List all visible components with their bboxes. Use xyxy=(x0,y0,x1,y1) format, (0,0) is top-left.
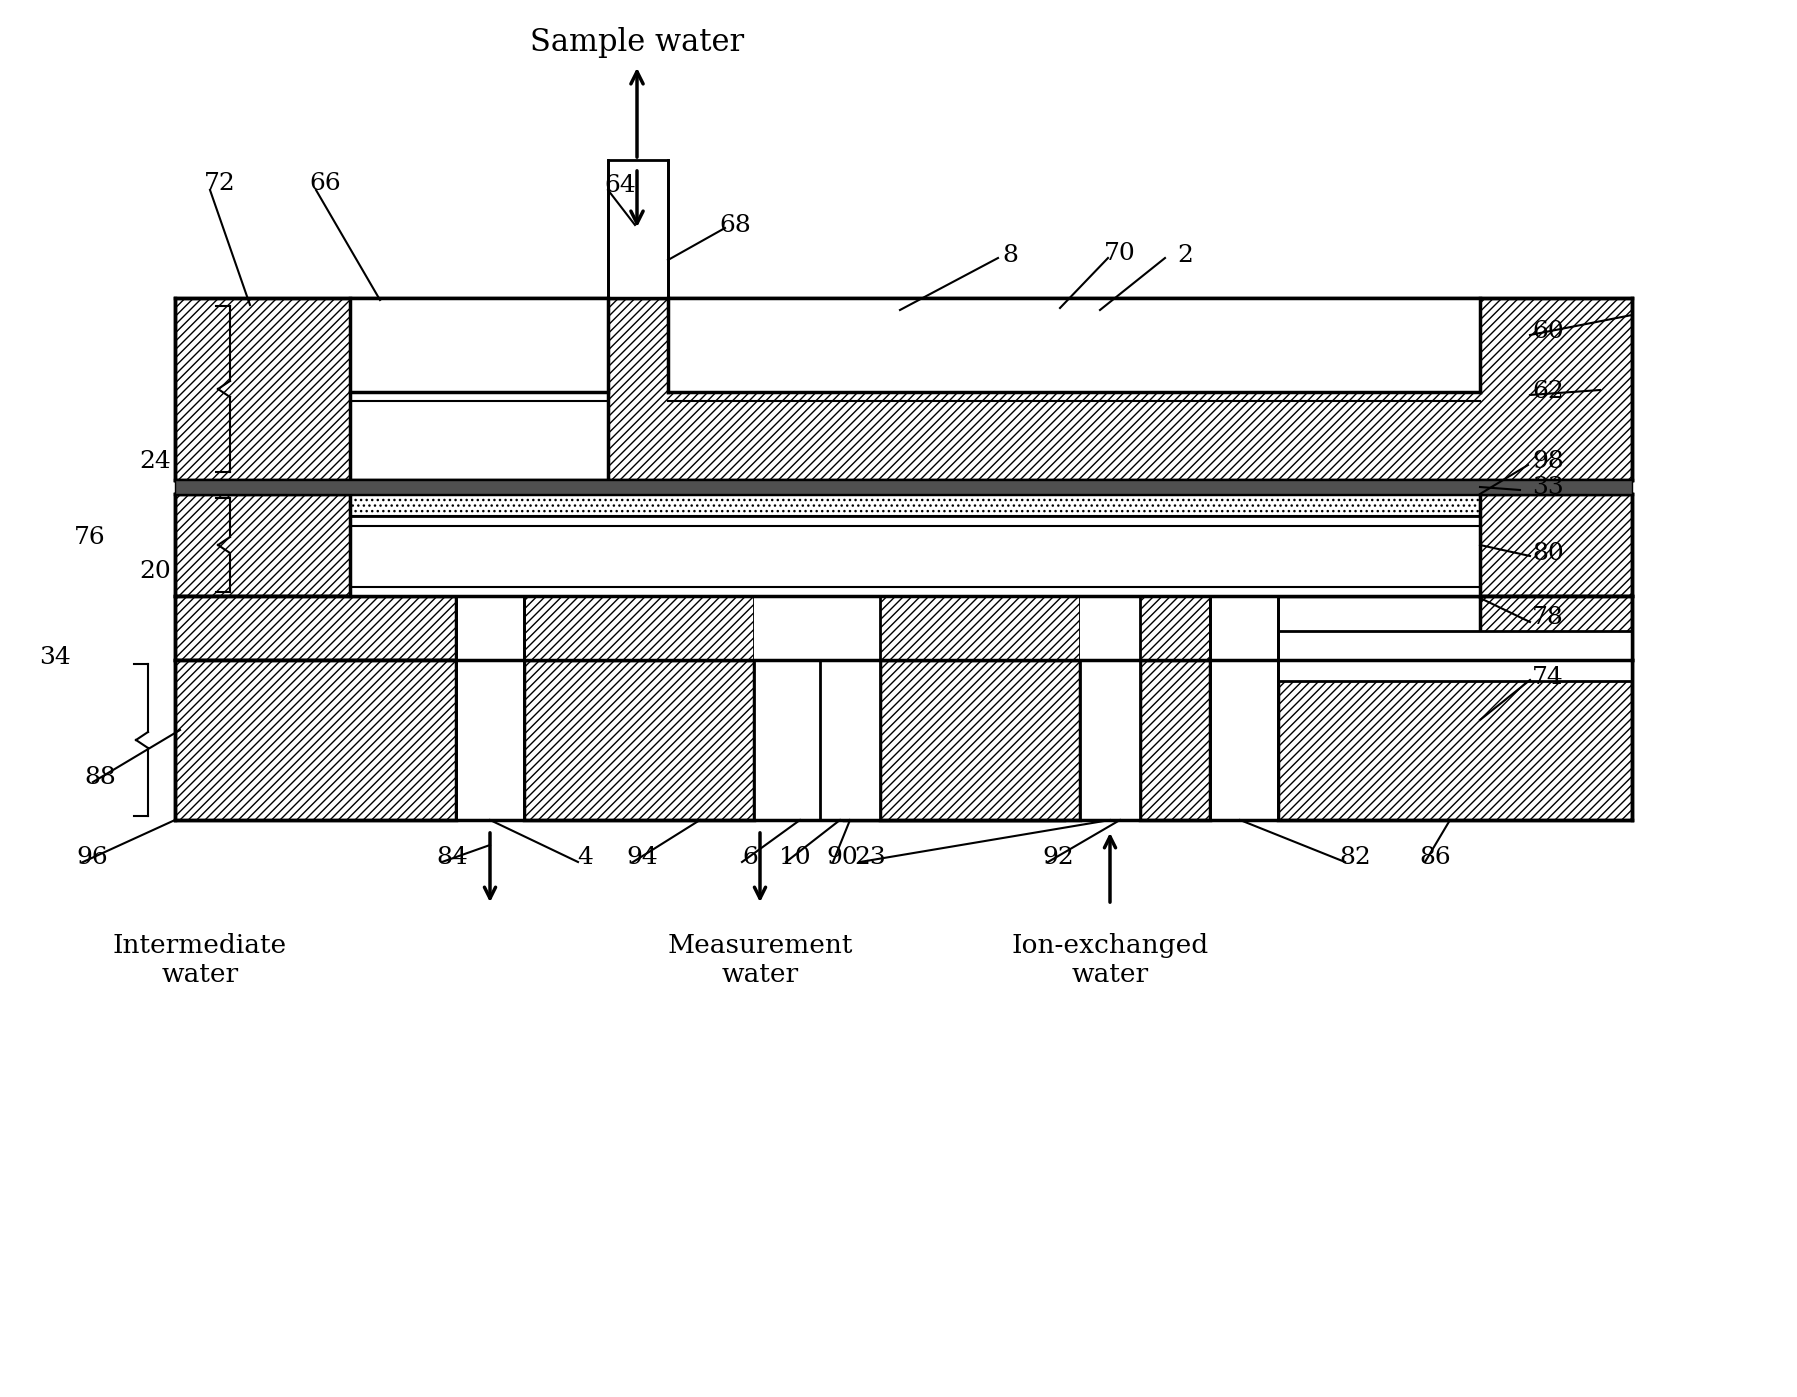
Text: 2: 2 xyxy=(1177,243,1193,267)
Bar xyxy=(1139,597,1209,659)
Bar xyxy=(881,597,1080,659)
Text: 62: 62 xyxy=(1533,380,1563,404)
Text: 20: 20 xyxy=(138,560,171,584)
Bar xyxy=(525,597,755,659)
Text: 33: 33 xyxy=(1533,476,1563,500)
Bar xyxy=(1080,659,1139,820)
Bar xyxy=(1209,659,1278,820)
Text: 96: 96 xyxy=(75,847,108,869)
Text: 10: 10 xyxy=(780,847,810,869)
Bar xyxy=(1278,631,1632,680)
Text: 6: 6 xyxy=(742,847,758,869)
Text: 24: 24 xyxy=(138,450,171,474)
Bar xyxy=(456,597,525,659)
Text: 82: 82 xyxy=(1339,847,1371,869)
Bar xyxy=(350,495,1481,597)
Bar xyxy=(755,659,845,820)
Bar xyxy=(668,298,1481,393)
Text: 80: 80 xyxy=(1533,542,1563,564)
Bar xyxy=(1209,597,1278,659)
Bar xyxy=(819,659,881,820)
Bar xyxy=(456,659,525,820)
Bar xyxy=(881,659,1080,820)
Bar xyxy=(845,597,1064,659)
Text: 92: 92 xyxy=(1042,847,1075,869)
Bar xyxy=(845,659,1064,820)
Text: Intermediate
water: Intermediate water xyxy=(113,933,288,988)
Bar xyxy=(350,298,607,481)
Text: 70: 70 xyxy=(1103,242,1136,264)
Text: 34: 34 xyxy=(40,647,70,669)
Text: 78: 78 xyxy=(1533,606,1563,630)
Text: 60: 60 xyxy=(1533,320,1563,344)
Text: 90: 90 xyxy=(827,847,857,869)
Text: 8: 8 xyxy=(1003,243,1017,267)
Text: 84: 84 xyxy=(437,847,467,869)
Bar xyxy=(819,597,881,659)
Text: 76: 76 xyxy=(74,527,106,549)
Text: 66: 66 xyxy=(309,172,341,194)
Text: 88: 88 xyxy=(84,767,115,789)
Text: Measurement
water: Measurement water xyxy=(667,933,854,988)
Bar xyxy=(174,597,456,659)
Bar xyxy=(174,659,456,820)
Bar xyxy=(350,495,1481,515)
Bar xyxy=(174,495,1632,597)
Text: 72: 72 xyxy=(205,172,235,194)
Text: 94: 94 xyxy=(625,847,658,869)
Text: 64: 64 xyxy=(604,173,636,197)
Bar xyxy=(1080,597,1139,659)
Bar xyxy=(174,481,1632,495)
Text: 74: 74 xyxy=(1533,666,1563,690)
Bar xyxy=(755,597,845,659)
Bar xyxy=(1139,659,1209,820)
Text: 4: 4 xyxy=(577,847,593,869)
Bar xyxy=(1278,659,1632,820)
Text: 86: 86 xyxy=(1420,847,1450,869)
Bar xyxy=(1481,597,1632,659)
Text: 23: 23 xyxy=(854,847,886,869)
Text: Sample water: Sample water xyxy=(530,27,744,57)
Bar xyxy=(174,298,1632,481)
Text: 68: 68 xyxy=(719,214,751,236)
Text: Ion-exchanged
water: Ion-exchanged water xyxy=(1012,933,1209,988)
Text: 98: 98 xyxy=(1533,450,1563,474)
Bar xyxy=(525,659,755,820)
Bar xyxy=(607,161,668,298)
